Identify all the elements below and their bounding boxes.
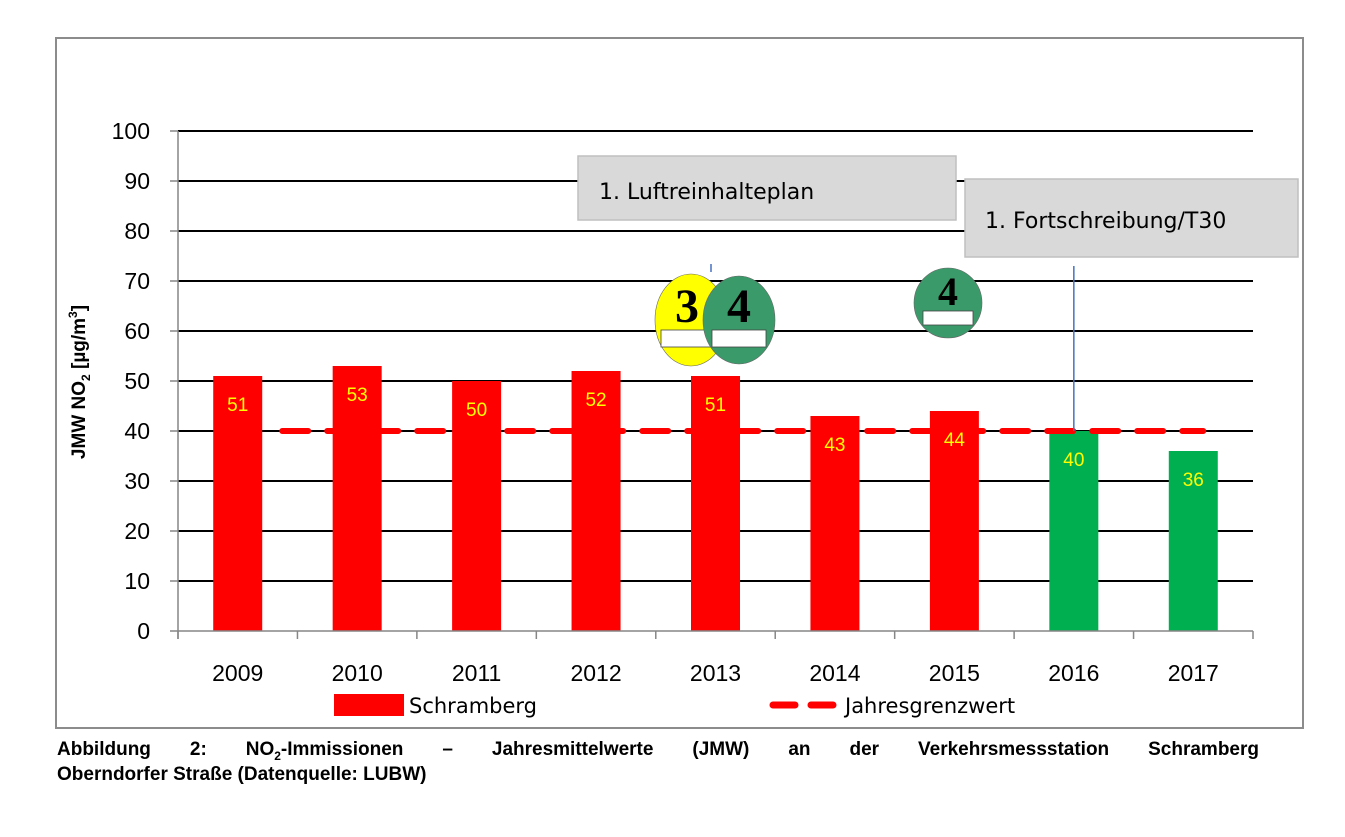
caption-part-a: Abbildung 2: NO <box>57 739 275 760</box>
y-tick-label: 30 <box>124 468 150 494</box>
bar-2009 <box>213 376 263 631</box>
x-tick-label: 2009 <box>212 660 263 686</box>
legend-label-schramberg: Schramberg <box>409 694 537 718</box>
y-tick-label: 70 <box>124 268 150 294</box>
legend-label-jahresgrenzwert: Jahresgrenzwert <box>843 694 1015 718</box>
x-tick-label: 2012 <box>570 660 621 686</box>
sticker-plate <box>922 310 974 326</box>
green-emission-sticker-icon: 4 <box>702 275 776 365</box>
annotation-text-luftreinhalteplan: 1. Luftreinhalteplan <box>599 180 814 205</box>
sticker-number: 4 <box>727 280 751 333</box>
y-tick-label: 20 <box>124 518 150 544</box>
x-tick-label: 2011 <box>452 660 501 686</box>
x-tick-label: 2017 <box>1168 660 1219 686</box>
sticker-number: 3 <box>675 280 699 333</box>
x-tick-label: 2015 <box>929 660 980 686</box>
bar-2017 <box>1168 451 1218 631</box>
y-tick-label: 100 <box>112 118 150 144</box>
data-label: 40 <box>1063 450 1084 471</box>
legend-swatch-schramberg <box>334 694 404 716</box>
data-label: 51 <box>227 395 248 416</box>
data-label: 52 <box>585 390 606 411</box>
ylabel-superscript: 3 <box>66 311 80 318</box>
sticker-plate <box>711 329 767 348</box>
bar-2016 <box>1049 431 1099 631</box>
y-tick-label: 90 <box>124 168 150 194</box>
x-tick-label: 2013 <box>690 660 741 686</box>
x-tick-label: 2010 <box>332 660 383 686</box>
bar-2011 <box>452 381 502 631</box>
y-tick-label: 10 <box>124 568 150 594</box>
x-tick-label: 2014 <box>809 660 860 686</box>
data-label: 43 <box>824 435 845 456</box>
sticker-number: 4 <box>938 269 958 314</box>
bar-2012 <box>571 371 621 631</box>
bar-2013 <box>691 376 740 631</box>
bar-2014 <box>810 416 860 631</box>
bar-2015 <box>929 411 979 631</box>
caption-subscript: 2 <box>274 748 281 763</box>
figure-caption-line-1: Abbildung 2: NO2-Immissionen – Jahresmit… <box>57 738 1259 768</box>
y-tick-label: 50 <box>124 368 150 394</box>
ylabel-close: ] <box>69 305 90 311</box>
data-label: 50 <box>466 400 487 421</box>
y-tick-label: 40 <box>124 418 150 444</box>
y-axis-label: JMW NO2 [µg/m3] <box>66 305 93 459</box>
ylabel-subscript: 2 <box>79 374 93 381</box>
ylabel-unit: [µg/m <box>69 318 90 374</box>
y-tick-label: 60 <box>124 318 150 344</box>
figure-caption-line-2: Oberndorfer Straße (Datenquelle: LUBW) <box>57 764 427 785</box>
y-tick-label: 80 <box>124 218 150 244</box>
annotation-box-luftreinhalteplan <box>577 155 957 221</box>
x-tick-label: 2016 <box>1048 660 1099 686</box>
bar-2010 <box>332 366 382 631</box>
data-label: 36 <box>1183 470 1204 491</box>
annotation-box-fortschreibung <box>964 178 1299 258</box>
y-tick-label: 0 <box>137 618 150 644</box>
annotation-text-fortschreibung: 1. Fortschreibung/T30 <box>985 209 1226 234</box>
data-label: 44 <box>944 430 966 451</box>
ylabel-main: JMW NO <box>69 381 90 459</box>
data-label: 53 <box>347 385 368 406</box>
data-label: 51 <box>705 395 726 416</box>
green-emission-sticker-icon: 4 <box>913 267 983 339</box>
caption-part-b: -Immissionen – Jahresmittelwerte (JMW) a… <box>280 739 1259 760</box>
